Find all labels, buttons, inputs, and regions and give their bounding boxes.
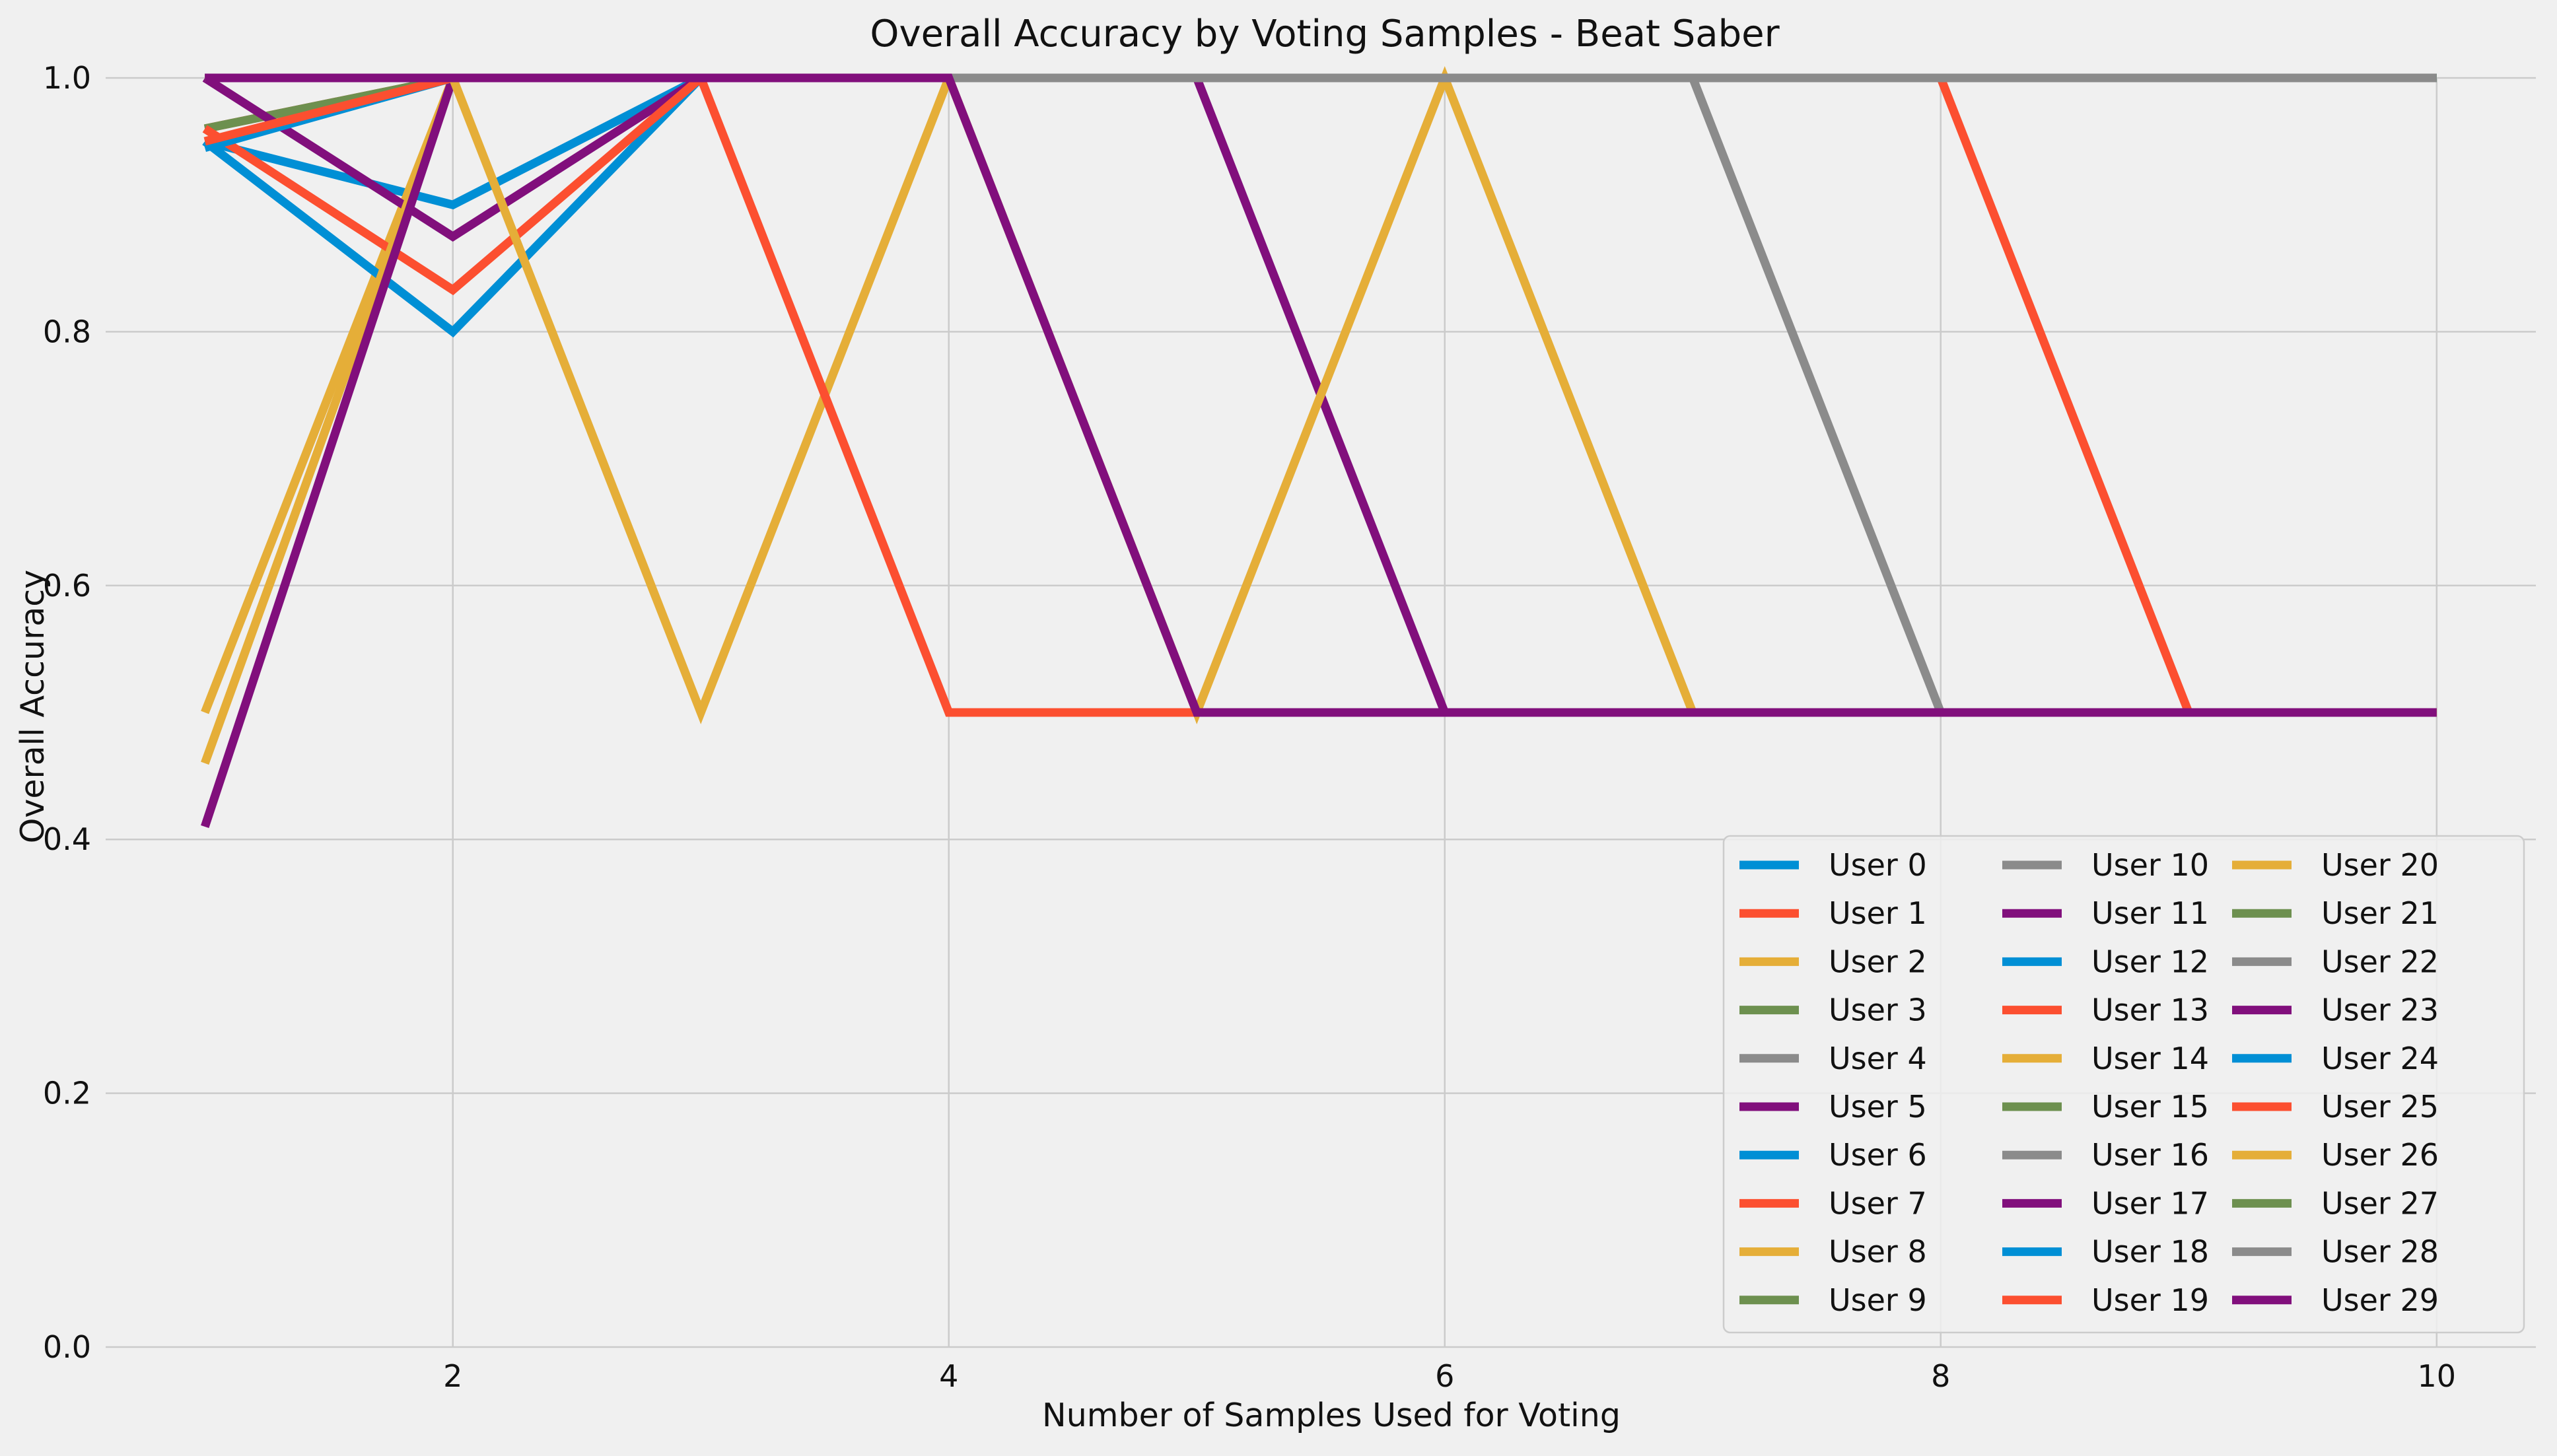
legend-entry: User 7 [1739,1185,1927,1221]
legend-label: User 25 [2321,1089,2439,1125]
legend-label: User 3 [1829,992,1927,1028]
legend-label: User 22 [2321,944,2439,979]
legend-box [1722,835,2525,1334]
x-tick-label: 8 [1931,1358,1950,1394]
legend-label: User 2 [1829,944,1927,979]
legend-label: User 17 [2091,1185,2209,1221]
legend-label: User 15 [2091,1089,2209,1125]
legend-entry: User 20 [2232,847,2439,883]
x-tick-label: 2 [443,1358,462,1394]
legend-entry: User 0 [1739,847,1927,883]
legend-entry: User 2 [1739,944,1927,979]
legend-label: User 20 [2321,847,2439,883]
legend-entry: User 13 [2002,992,2209,1028]
legend-label: User 8 [1829,1234,1927,1270]
y-tick-label: 0.0 [43,1329,91,1365]
legend-label: User 19 [2091,1282,2209,1318]
legend-label: User 18 [2091,1234,2209,1270]
legend-entry: User 11 [2002,895,2209,931]
series-line-user-29 [205,73,2437,717]
legend-entry: User 25 [2232,1089,2439,1125]
legend-label: User 12 [2091,944,2209,979]
legend-entry: User 21 [2232,895,2439,931]
series-lines [201,66,2437,829]
x-tick-labels: 2 4 6 8 10 [443,1358,2456,1394]
y-tick-label: 0.4 [43,821,91,857]
legend-label: User 10 [2091,847,2209,883]
legend-entry: User 29 [2232,1282,2439,1318]
legend-label: User 0 [1829,847,1927,883]
legend-label: User 24 [2321,1041,2439,1076]
legend-entry: User 24 [2232,1041,2439,1076]
legend-label: User 6 [1829,1137,1927,1173]
legend-entry: User 4 [1739,1041,1927,1076]
y-tick-label: 0.2 [43,1076,91,1111]
legend-label: User 21 [2321,895,2439,931]
legend-label: User 23 [2321,992,2439,1028]
legend-entry: User 14 [2002,1041,2209,1076]
legend-entry: User 8 [1739,1234,1927,1270]
y-tick-labels: 0.0 0.2 0.4 0.6 0.8 1.0 [43,60,91,1365]
x-tick-label: 10 [2418,1358,2457,1394]
legend-entry: User 5 [1739,1089,1927,1125]
x-tick-label: 6 [1435,1358,1454,1394]
legend-entry: User 28 [2232,1234,2439,1270]
legend-label: User 9 [1829,1282,1927,1318]
legend-label: User 26 [2321,1137,2439,1173]
legend-entry: User 26 [2232,1137,2439,1173]
legend-entry: User 12 [2002,944,2209,979]
y-tick-label: 0.8 [43,314,91,349]
x-tick-label: 4 [939,1358,958,1394]
legend-entry: User 19 [2002,1282,2209,1318]
legend-label: User 27 [2321,1185,2439,1221]
legend-label: User 14 [2091,1041,2209,1076]
legend-label: User 16 [2091,1137,2209,1173]
legend-entry: User 3 [1739,992,1927,1028]
legend-entry: User 10 [2002,847,2209,883]
chart-title: Overall Accuracy by Voting Samples - Bea… [870,13,1780,55]
legend-entry: User 23 [2232,992,2439,1028]
legend-label: User 13 [2091,992,2209,1028]
legend-entry: User 16 [2002,1137,2209,1173]
legend-entry: User 17 [2002,1185,2209,1221]
legend-label: User 5 [1829,1089,1927,1125]
legend-label: User 4 [1829,1041,1927,1076]
legend-entry: User 6 [1739,1137,1927,1173]
legend-entry: User 15 [2002,1089,2209,1125]
legend-entry: User 1 [1739,895,1927,931]
legend-entry: User 27 [2232,1185,2439,1221]
legend-label: User 29 [2321,1282,2439,1318]
legend-entry: User 22 [2232,944,2439,979]
legend-label: User 28 [2321,1234,2439,1270]
legend-entry: User 18 [2002,1234,2209,1270]
legend-label: User 1 [1829,895,1927,931]
legend: User 0 User 1 User 2 User 3 User 4 User 5 User… [1722,835,2525,1334]
y-tick-label: 0.6 [43,568,91,604]
legend-entry: User 9 [1739,1282,1927,1318]
x-axis-label: Number of Samples Used for Voting [1042,1397,1621,1434]
y-axis-label: Overall Accuracy [14,570,52,843]
legend-label: User 11 [2091,895,2209,931]
legend-label: User 7 [1829,1185,1927,1221]
y-tick-label: 1.0 [43,60,91,96]
